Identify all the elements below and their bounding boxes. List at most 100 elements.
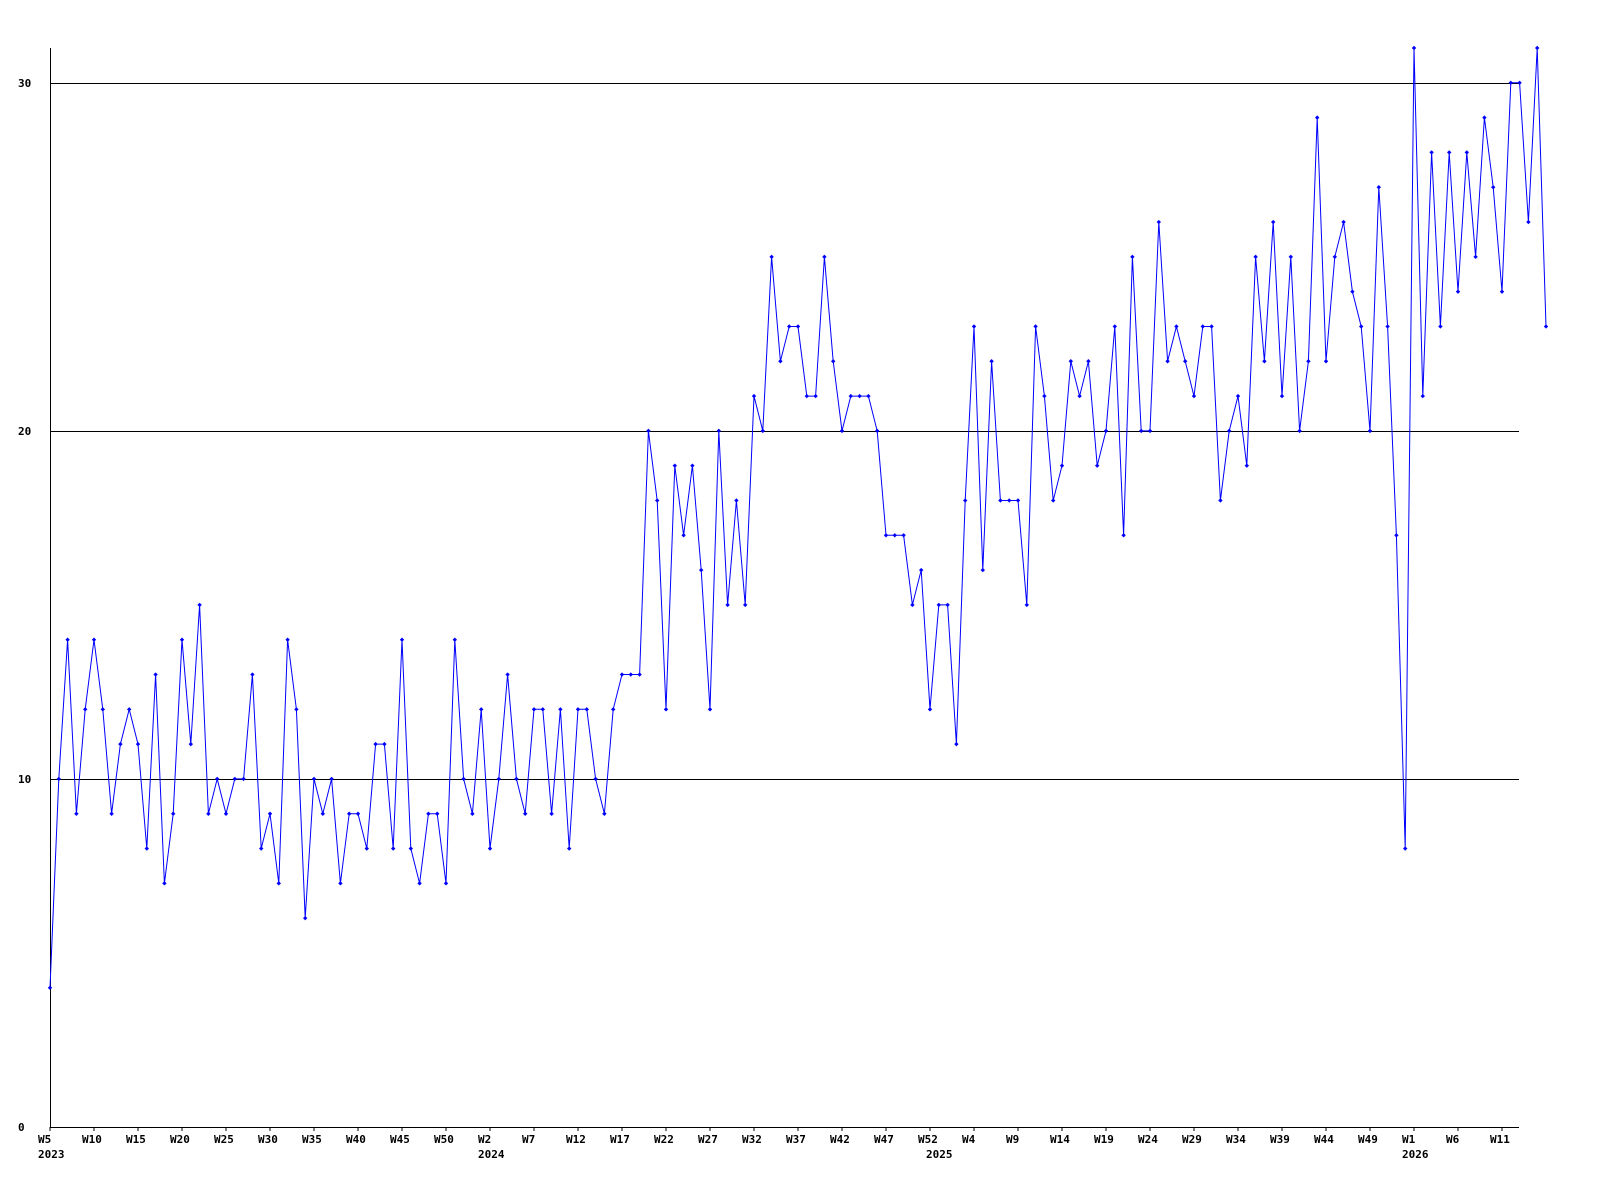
data-point: [1191, 393, 1197, 399]
data-point: [936, 602, 941, 608]
data-point: [549, 811, 554, 816]
year-label-2023: 2023: [38, 1148, 65, 1161]
data-point: [206, 811, 211, 816]
data-point: [1517, 80, 1522, 86]
year-label-2026: 2026: [1402, 1148, 1429, 1161]
data-point: [355, 811, 361, 816]
data-point: [822, 254, 827, 260]
data-point: [303, 915, 308, 921]
data-point: [479, 707, 484, 712]
data-point: [699, 567, 704, 573]
data-point: [567, 846, 572, 851]
data-point: [611, 707, 616, 712]
data-point: [452, 637, 457, 642]
data-point: [223, 811, 229, 816]
data-point: [1411, 45, 1417, 51]
data-point: [74, 811, 79, 816]
data-point: [267, 811, 273, 816]
data-point: [558, 707, 563, 712]
data-point: [285, 637, 290, 642]
x-tick-label: W7: [522, 1133, 535, 1146]
data-point: [461, 776, 466, 782]
data-point: [215, 776, 220, 782]
x-tick-label: W39: [1270, 1133, 1290, 1146]
data-point: [1086, 359, 1091, 364]
x-tick-label: W27: [698, 1133, 718, 1146]
x-tick-label: W11: [1490, 1133, 1510, 1146]
data-point: [259, 846, 264, 851]
data-point: [1095, 463, 1100, 468]
data-point: [1147, 428, 1153, 434]
data-point: [1156, 219, 1161, 225]
data-point: [734, 498, 739, 503]
x-tick-label: W5: [38, 1133, 51, 1146]
data-point: [1200, 324, 1205, 329]
data-points: [47, 45, 1549, 990]
data-point: [435, 811, 440, 816]
data-point: [232, 776, 237, 782]
data-point: [980, 567, 985, 573]
data-point: [162, 881, 167, 886]
data-point: [619, 672, 625, 677]
data-point: [602, 811, 607, 816]
x-tick-label: W52: [918, 1133, 938, 1146]
data-point: [725, 602, 730, 608]
data-point: [47, 985, 53, 990]
data-point: [109, 811, 114, 816]
data-point: [1288, 254, 1293, 260]
data-point: [831, 359, 836, 364]
x-tick-label: W2: [478, 1133, 491, 1146]
y-tick-label: 30: [18, 77, 31, 90]
data-point: [672, 463, 677, 468]
data-point: [364, 846, 369, 851]
data-point: [1367, 428, 1373, 434]
x-tick-label: W42: [830, 1133, 850, 1146]
data-point: [998, 498, 1003, 503]
data-point: [945, 602, 950, 608]
data-point: [153, 672, 158, 677]
data-point: [883, 533, 889, 538]
data-point: [857, 393, 862, 399]
data-point: [91, 637, 97, 642]
data-point: [971, 324, 977, 329]
data-point: [963, 498, 968, 503]
data-point: [1526, 219, 1531, 225]
data-point: [1244, 463, 1249, 468]
x-tick-label: W50: [434, 1133, 454, 1146]
data-point: [1165, 359, 1170, 364]
data-point: [329, 776, 334, 782]
year-label-2024: 2024: [478, 1148, 505, 1161]
x-tick-label: W14: [1050, 1133, 1070, 1146]
y-tick-label: 10: [18, 773, 31, 786]
data-point: [655, 498, 660, 503]
data-point: [1253, 254, 1258, 260]
y-tick-label: 0: [18, 1121, 25, 1134]
x-tick-label: W32: [742, 1133, 762, 1146]
x-tick-label: W40: [346, 1133, 366, 1146]
x-tick-label: W22: [654, 1133, 674, 1146]
data-point: [540, 707, 545, 712]
data-point: [417, 881, 422, 886]
data-point: [1121, 533, 1126, 538]
data-point: [56, 776, 61, 782]
data-point: [1315, 115, 1320, 120]
data-point: [866, 393, 871, 399]
data-point: [179, 637, 185, 642]
x-tick-label: W45: [390, 1133, 410, 1146]
data-point: [1385, 324, 1390, 329]
data-point: [382, 741, 387, 747]
year-labels: 2023 2024 2025 2026: [38, 1148, 1429, 1161]
data-point: [584, 707, 589, 712]
data-point: [523, 811, 528, 816]
data-point: [250, 672, 255, 677]
data-point: [1394, 533, 1399, 538]
data-point: [65, 637, 70, 642]
data-point: [408, 846, 413, 851]
data-point: [839, 428, 845, 434]
data-point: [795, 324, 801, 329]
data-point: [1235, 393, 1241, 399]
data-point: [1350, 289, 1355, 294]
data-point: [347, 811, 352, 816]
data-point: [707, 707, 713, 712]
